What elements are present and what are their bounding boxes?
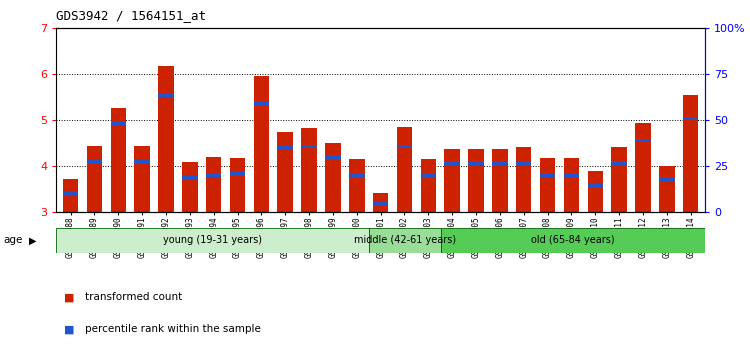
Text: young (19-31 years): young (19-31 years) [163, 235, 262, 245]
Text: age: age [4, 235, 23, 245]
Bar [468, 161, 484, 165]
Bar [421, 174, 436, 178]
Bar [516, 161, 532, 165]
Bar [278, 145, 293, 149]
Bar [182, 162, 197, 212]
Bar [445, 161, 460, 165]
Text: ▶: ▶ [28, 235, 36, 245]
Bar [373, 202, 388, 205]
Bar [540, 173, 555, 177]
Bar [492, 149, 508, 212]
Bar [158, 66, 174, 212]
Bar [635, 139, 651, 142]
Text: percentile rank within the sample: percentile rank within the sample [85, 324, 261, 334]
Bar [349, 174, 364, 178]
Bar [87, 160, 102, 164]
Text: ■: ■ [64, 324, 74, 334]
Bar [368, 228, 441, 253]
Bar [110, 108, 126, 212]
Bar [302, 128, 316, 212]
Bar [564, 174, 579, 178]
Text: GDS3942 / 1564151_at: GDS3942 / 1564151_at [56, 9, 206, 22]
Bar [397, 145, 412, 148]
Bar [659, 166, 674, 212]
Bar [278, 132, 293, 212]
Bar [158, 94, 174, 97]
Bar [206, 173, 221, 177]
Bar [635, 123, 651, 212]
Bar [254, 76, 269, 212]
Bar [683, 117, 698, 120]
Bar [611, 147, 627, 212]
Bar [441, 228, 705, 253]
Bar [56, 228, 368, 253]
Bar [63, 179, 78, 212]
Text: transformed count: transformed count [85, 292, 182, 302]
Bar [134, 160, 150, 164]
Bar [182, 176, 197, 179]
Bar [134, 146, 150, 212]
Bar [564, 158, 579, 212]
Bar [302, 145, 316, 148]
Bar [516, 147, 532, 212]
Bar [63, 191, 78, 195]
Bar [326, 155, 340, 159]
Bar [587, 183, 603, 187]
Text: ■: ■ [64, 292, 74, 302]
Bar [230, 172, 245, 176]
Bar [87, 146, 102, 212]
Bar [254, 102, 269, 105]
Bar [421, 159, 436, 212]
Bar [206, 157, 221, 212]
Bar [230, 158, 245, 212]
Text: middle (42-61 years): middle (42-61 years) [353, 235, 456, 245]
Bar [468, 149, 484, 212]
Bar [110, 121, 126, 125]
Bar [540, 158, 555, 212]
Bar [397, 127, 412, 212]
Bar [659, 177, 674, 181]
Bar [611, 161, 627, 165]
Bar [445, 149, 460, 212]
Bar [683, 95, 698, 212]
Bar [373, 193, 388, 212]
Bar [349, 159, 364, 212]
Text: old (65-84 years): old (65-84 years) [531, 235, 615, 245]
Bar [326, 143, 340, 212]
Bar [492, 161, 508, 165]
Bar [587, 171, 603, 212]
